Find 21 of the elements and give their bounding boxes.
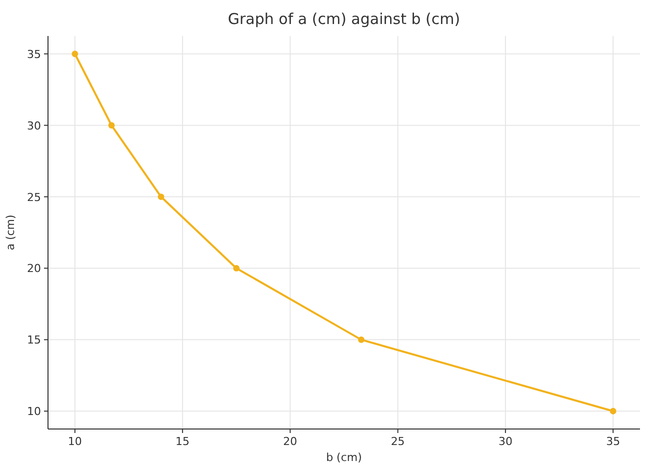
x-tick-label: 10	[68, 435, 82, 448]
y-tick-label: 20	[27, 262, 41, 276]
y-tick-label: 30	[27, 119, 41, 132]
y-tick-label: 25	[27, 190, 41, 204]
point	[233, 265, 240, 272]
point	[158, 194, 164, 200]
y-axis-title: a (cm)	[4, 214, 17, 250]
x-tick-label: 20	[283, 435, 298, 448]
x-tick-label: 30	[498, 435, 512, 448]
y-tick-label: 35	[27, 48, 41, 61]
x-tick-label: 15	[176, 435, 190, 448]
x-tick-label: 25	[390, 435, 405, 448]
y-tick-label: 10	[27, 405, 41, 418]
point	[358, 336, 364, 343]
point	[610, 408, 616, 414]
chart-title: Graph of a (cm) against b (cm)	[228, 10, 460, 28]
x-tick-label: 35	[606, 435, 620, 448]
point	[72, 50, 78, 58]
x-axis-title: b (cm)	[326, 451, 362, 464]
point	[108, 122, 115, 129]
y-tick-label: 15	[27, 334, 41, 347]
